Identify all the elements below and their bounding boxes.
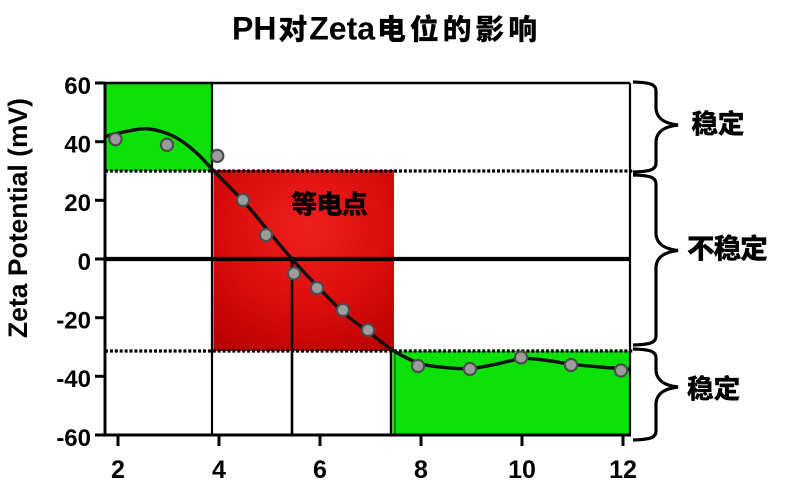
svg-text:2: 2	[111, 456, 125, 484]
svg-text:Zeta Potential (mV): Zeta Potential (mV)	[3, 98, 33, 338]
svg-text:8: 8	[414, 456, 428, 484]
svg-text:Zeta: Zeta	[309, 11, 375, 47]
svg-text:-40: -40	[56, 366, 91, 393]
svg-text:-60: -60	[56, 425, 91, 452]
svg-text:12: 12	[609, 456, 637, 484]
svg-text:40: 40	[64, 132, 91, 159]
svg-text:0: 0	[78, 249, 91, 276]
svg-text:60: 60	[64, 73, 91, 100]
svg-text:PH: PH	[232, 11, 276, 47]
svg-text:-20: -20	[56, 308, 91, 335]
svg-text:20: 20	[64, 190, 91, 217]
svg-text:10: 10	[508, 456, 536, 484]
svg-text:6: 6	[313, 456, 327, 484]
svg-text:4: 4	[212, 456, 226, 484]
